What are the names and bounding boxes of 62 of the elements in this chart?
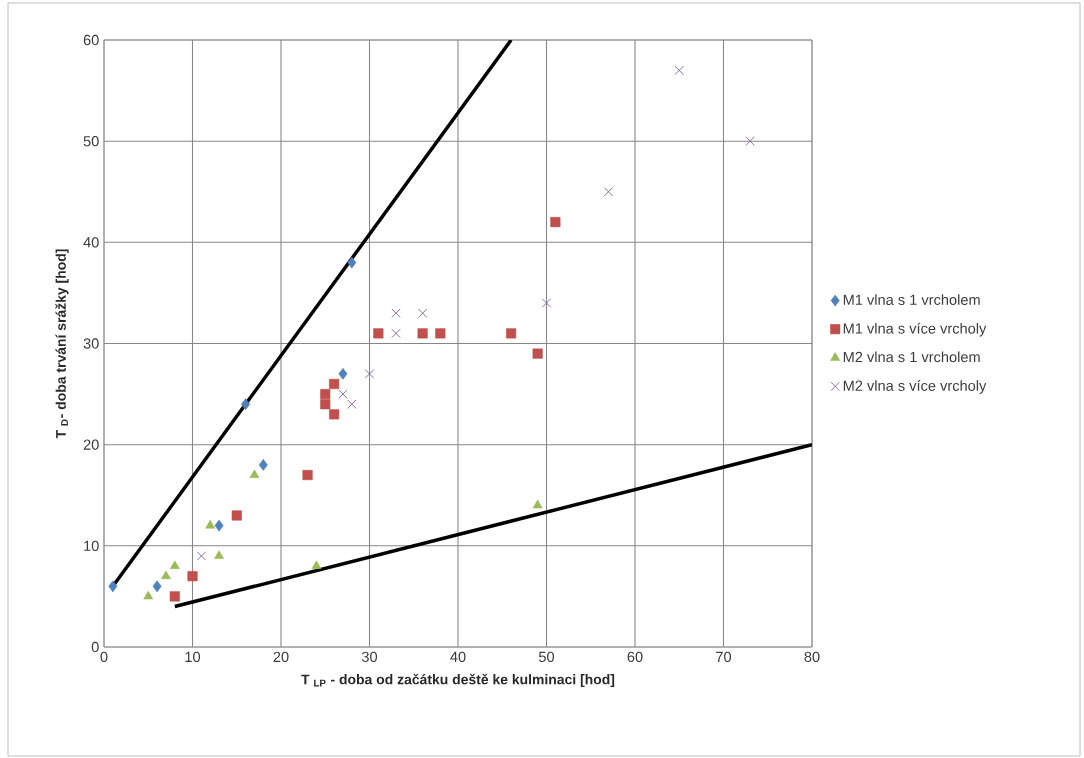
y-tick-label: 10 <box>84 540 99 552</box>
point <box>532 348 543 359</box>
point <box>550 217 561 228</box>
point <box>320 389 331 400</box>
point <box>329 409 340 420</box>
point <box>745 136 755 146</box>
x-tick-label: 70 <box>716 651 732 663</box>
point <box>169 591 180 602</box>
y-tick-label: 20 <box>83 439 99 450</box>
y-axis-title: T $_{D}$- doba trvání srážky [hod] <box>55 249 69 439</box>
legend-label: M1 vlna s více vrcholy <box>843 322 987 337</box>
point <box>391 308 401 318</box>
x-tick-label: 0 <box>100 651 108 663</box>
point <box>541 298 552 308</box>
legend-label: M2 vlna s více vrcholy <box>843 380 987 394</box>
point <box>302 469 313 481</box>
x-tick-label: 40 <box>450 651 466 663</box>
point <box>347 256 357 269</box>
point <box>258 459 268 471</box>
point <box>338 389 348 399</box>
point <box>161 570 171 580</box>
point <box>187 571 198 582</box>
point <box>532 499 543 509</box>
point <box>417 308 428 318</box>
point <box>674 65 684 76</box>
x-axis-title: T $_{LP}$ - doba od začátku deště ke kulminaci [hod] <box>301 673 615 688</box>
x-tick-label: 30 <box>361 651 378 663</box>
x-tick-label: 80 <box>804 651 820 663</box>
point <box>329 378 340 390</box>
point <box>214 519 224 532</box>
point <box>143 590 154 600</box>
point <box>603 187 614 197</box>
point <box>338 368 348 380</box>
x-tick-label: 60 <box>627 651 643 663</box>
point <box>347 399 357 409</box>
y-tick-label: 30 <box>83 338 99 349</box>
x-tick-label: 20 <box>273 651 289 663</box>
point <box>214 550 224 559</box>
point <box>435 328 446 339</box>
point <box>506 328 517 339</box>
legend-label: M2 vlna s 1 vrcholem <box>843 351 980 363</box>
point <box>241 398 251 411</box>
point <box>231 510 242 521</box>
legend-label: M1 vlna s 1 vrcholem <box>843 294 980 305</box>
y-tick-label: 40 <box>83 237 99 248</box>
point <box>391 328 401 339</box>
point <box>205 520 216 529</box>
point <box>320 399 331 410</box>
point <box>152 580 162 593</box>
x-tick-label: 10 <box>185 651 201 663</box>
point <box>169 560 180 569</box>
y-tick-label: 0 <box>91 641 99 653</box>
point <box>108 580 118 593</box>
point <box>373 328 384 339</box>
x-tick-label: 50 <box>538 651 555 663</box>
y-tick-label: 50 <box>83 136 99 147</box>
point <box>196 551 207 561</box>
point <box>364 369 375 379</box>
point <box>311 560 322 569</box>
y-tick-label: 60 <box>83 34 99 46</box>
point <box>417 328 428 339</box>
point <box>249 469 260 478</box>
